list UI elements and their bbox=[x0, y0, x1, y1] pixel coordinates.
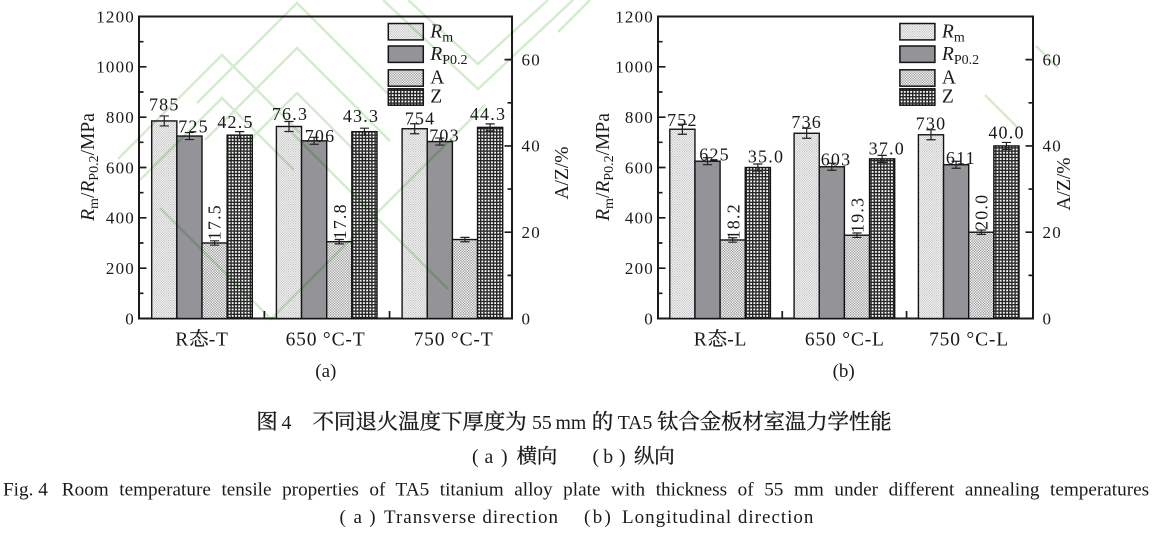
svg-text:600: 600 bbox=[106, 158, 135, 177]
svg-text:): ) bbox=[619, 446, 626, 468]
svg-text:20: 20 bbox=[522, 223, 541, 242]
svg-text:200: 200 bbox=[106, 259, 135, 278]
svg-text:C-T: C-T bbox=[460, 330, 494, 351]
svg-text:750 °: 750 ° bbox=[929, 330, 975, 351]
svg-text:Transverse direction: Transverse direction bbox=[384, 507, 559, 528]
svg-text:400: 400 bbox=[106, 209, 135, 228]
svg-text:1000: 1000 bbox=[615, 58, 654, 77]
svg-text:4: 4 bbox=[282, 412, 292, 434]
svg-text:A/Z/%: A/Z/% bbox=[1054, 157, 1075, 210]
svg-text:42.5: 42.5 bbox=[217, 112, 253, 132]
svg-text:0: 0 bbox=[644, 309, 654, 328]
svg-text:(: ( bbox=[472, 446, 479, 468]
svg-text:TA5: TA5 bbox=[618, 412, 653, 434]
svg-text:Z: Z bbox=[430, 87, 442, 108]
svg-text:800: 800 bbox=[625, 108, 654, 127]
svg-text:RP0.2: RP0.2 bbox=[941, 44, 979, 68]
svg-text:1000: 1000 bbox=[96, 58, 135, 77]
svg-text:20.0: 20.0 bbox=[972, 194, 992, 230]
svg-text:40: 40 bbox=[1043, 137, 1062, 156]
svg-text:611: 611 bbox=[946, 148, 976, 168]
svg-text:-T: -T bbox=[209, 330, 229, 351]
svg-text:60: 60 bbox=[522, 50, 541, 69]
svg-text:754: 754 bbox=[405, 109, 436, 129]
svg-text:C-T: C-T bbox=[332, 330, 366, 351]
svg-text:200: 200 bbox=[625, 259, 654, 278]
svg-text:603: 603 bbox=[821, 150, 852, 170]
svg-text:650 °: 650 ° bbox=[286, 330, 332, 351]
svg-text:Longitudinal direction: Longitudinal direction bbox=[622, 507, 814, 528]
svg-text:R: R bbox=[175, 330, 189, 351]
svg-text:R: R bbox=[694, 330, 708, 351]
svg-text:(a): (a) bbox=[315, 361, 336, 382]
svg-text:0: 0 bbox=[125, 309, 135, 328]
svg-text:Rm/RP0.2/MPa: Rm/RP0.2/MPa bbox=[78, 113, 102, 222]
svg-text:C-L: C-L bbox=[975, 330, 1009, 351]
svg-text:752: 752 bbox=[667, 110, 698, 130]
svg-text:RP0.2: RP0.2 bbox=[429, 44, 467, 68]
svg-text:): ) bbox=[501, 446, 508, 468]
svg-text:43.3: 43.3 bbox=[343, 106, 379, 126]
svg-text:Rm/RP0.2/MPa: Rm/RP0.2/MPa bbox=[593, 113, 617, 222]
svg-text:1200: 1200 bbox=[615, 7, 654, 26]
svg-text:600: 600 bbox=[625, 158, 654, 177]
svg-text:17.8: 17.8 bbox=[330, 203, 350, 239]
svg-text:Rm: Rm bbox=[429, 21, 453, 45]
svg-text:785: 785 bbox=[149, 95, 180, 115]
svg-text:): ) bbox=[605, 507, 611, 528]
svg-text:Room temperature tensile prope: Room temperature tensile properties of T… bbox=[62, 480, 1149, 501]
svg-text:(b): (b) bbox=[833, 361, 855, 382]
svg-text:(: ( bbox=[584, 507, 590, 528]
svg-text:Fig. 4: Fig. 4 bbox=[3, 480, 48, 501]
svg-text:A: A bbox=[942, 68, 956, 89]
svg-text:A: A bbox=[430, 68, 444, 89]
svg-text:44.3: 44.3 bbox=[470, 104, 506, 124]
svg-text:C-L: C-L bbox=[851, 330, 885, 351]
svg-text:730: 730 bbox=[916, 114, 947, 134]
svg-text:625: 625 bbox=[699, 145, 730, 165]
svg-text:750 °: 750 ° bbox=[414, 330, 460, 351]
svg-text:Z: Z bbox=[942, 87, 954, 108]
svg-text:b: b bbox=[603, 446, 613, 468]
svg-text:-L: -L bbox=[727, 330, 747, 351]
svg-text:736: 736 bbox=[791, 112, 822, 132]
svg-text:40.0: 40.0 bbox=[988, 123, 1024, 143]
svg-text:800: 800 bbox=[106, 108, 135, 127]
svg-text:17.5: 17.5 bbox=[205, 204, 225, 240]
svg-text:703: 703 bbox=[429, 126, 460, 146]
svg-text:400: 400 bbox=[625, 209, 654, 228]
svg-text:19.3: 19.3 bbox=[848, 197, 868, 233]
svg-text:a: a bbox=[485, 446, 494, 468]
svg-text:40: 40 bbox=[522, 137, 541, 156]
svg-text:(: ( bbox=[340, 507, 346, 528]
svg-text:mm: mm bbox=[556, 412, 587, 434]
svg-text:(: ( bbox=[593, 446, 600, 468]
svg-text:): ) bbox=[369, 507, 375, 528]
svg-text:55: 55 bbox=[532, 412, 552, 434]
svg-text:b: b bbox=[593, 507, 603, 528]
svg-text:0: 0 bbox=[522, 309, 532, 328]
svg-text:60: 60 bbox=[1043, 50, 1062, 69]
svg-text:Rm: Rm bbox=[941, 21, 965, 45]
svg-text:37.0: 37.0 bbox=[869, 139, 905, 159]
svg-text:35.0: 35.0 bbox=[748, 147, 784, 167]
svg-text:18.2: 18.2 bbox=[723, 203, 743, 239]
svg-text:0: 0 bbox=[1043, 309, 1053, 328]
svg-text:650 °: 650 ° bbox=[805, 330, 851, 351]
svg-text:1200: 1200 bbox=[96, 7, 135, 26]
svg-text:20: 20 bbox=[1043, 223, 1062, 242]
svg-text:706: 706 bbox=[305, 126, 336, 146]
svg-text:a: a bbox=[354, 507, 363, 528]
svg-text:A/Z/%: A/Z/% bbox=[552, 146, 573, 199]
